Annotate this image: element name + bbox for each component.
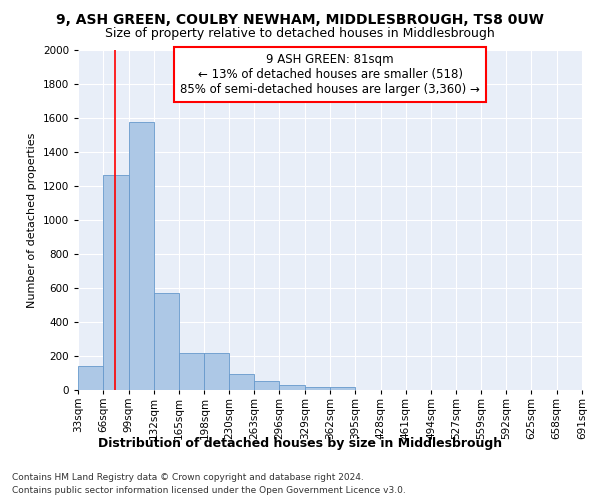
- Text: 9 ASH GREEN: 81sqm
← 13% of detached houses are smaller (518)
85% of semi-detach: 9 ASH GREEN: 81sqm ← 13% of detached hou…: [180, 54, 480, 96]
- Y-axis label: Number of detached properties: Number of detached properties: [27, 132, 37, 308]
- Bar: [280, 385, 305, 390]
- Text: Contains public sector information licensed under the Open Government Licence v3: Contains public sector information licen…: [12, 486, 406, 495]
- Bar: [330, 388, 355, 390]
- Bar: [78, 366, 103, 390]
- Text: 9, ASH GREEN, COULBY NEWHAM, MIDDLESBROUGH, TS8 0UW: 9, ASH GREEN, COULBY NEWHAM, MIDDLESBROU…: [56, 12, 544, 26]
- Bar: [128, 122, 154, 390]
- Bar: [179, 352, 205, 390]
- Bar: [254, 381, 280, 390]
- Bar: [103, 175, 128, 390]
- Bar: [229, 374, 254, 390]
- Bar: [205, 352, 229, 390]
- Bar: [154, 293, 179, 390]
- Text: Distribution of detached houses by size in Middlesbrough: Distribution of detached houses by size …: [98, 438, 502, 450]
- Text: Size of property relative to detached houses in Middlesbrough: Size of property relative to detached ho…: [105, 28, 495, 40]
- Bar: [305, 388, 330, 390]
- Text: Contains HM Land Registry data © Crown copyright and database right 2024.: Contains HM Land Registry data © Crown c…: [12, 472, 364, 482]
